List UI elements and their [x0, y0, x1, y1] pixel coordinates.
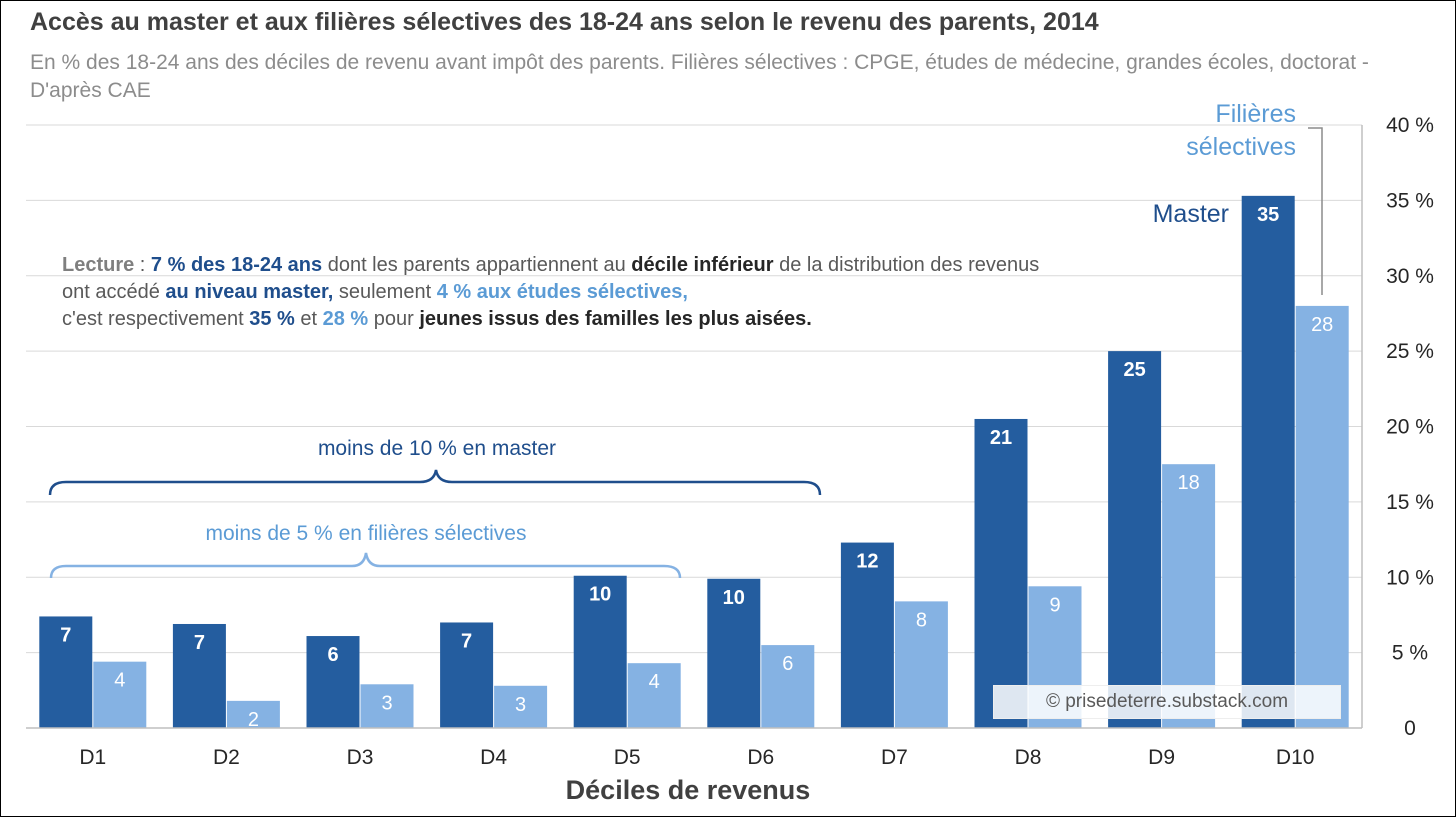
bar-selective-d4: [494, 685, 548, 728]
master-brace: [48, 469, 822, 496]
x-tick-label-d10: D10: [1276, 746, 1315, 769]
y-tick-label: 20 %: [1386, 416, 1434, 439]
bar-selective-d9: [1162, 464, 1216, 728]
x-tick-label-d3: D3: [347, 746, 374, 769]
y-tick-label: 25 %: [1386, 340, 1434, 363]
credit-watermark: © prisedeterre.substack.com: [993, 685, 1341, 719]
label-master-d3: 6: [327, 644, 338, 666]
label-master-d2: 7: [194, 632, 205, 654]
bar-master-d8: [974, 418, 1028, 728]
bar-master-d2: [172, 623, 226, 728]
data-labels: 7 4 7 2 6 3 7 3 10 4 10 6 12 8 21 9 25 18 35 28: [60, 204, 1333, 731]
bar-master-d9: [1108, 351, 1162, 728]
bars: [39, 195, 1349, 729]
label-master-d5: 10: [589, 584, 611, 606]
bar-selective-d10: [1295, 305, 1349, 728]
reading-note: Lecture : 7 % des 18-24 ans dont les par…: [62, 254, 1040, 330]
x-tick-label-d1: D1: [79, 746, 106, 769]
bar-master-d4: [440, 622, 494, 728]
label-master-d10: 35: [1257, 204, 1279, 226]
bar-master-d3: [306, 636, 360, 728]
bar-selective-d6: [761, 645, 815, 728]
y-tick-label: 40 %: [1386, 114, 1434, 137]
x-tick-label-d6: D6: [747, 746, 774, 769]
bar-selective-d3: [360, 684, 414, 728]
label-selective-d6: 6: [782, 653, 793, 675]
label-master-d6: 10: [723, 587, 745, 609]
y-tick-label: 10 %: [1386, 566, 1434, 589]
chart-subtitle: En % des 18-24 ans des déciles de revenu…: [30, 51, 1369, 102]
bar-selective-d7: [894, 601, 948, 728]
label-selective-d9: 18: [1177, 472, 1199, 494]
label-selective-d10: 28: [1311, 314, 1333, 336]
bar-master-d5: [573, 575, 627, 728]
master-brace-label: moins de 10 % en master: [318, 437, 556, 460]
legend-selective-line2: sélectives: [1186, 133, 1296, 161]
bar-selective-d5: [627, 663, 681, 728]
label-selective-d5: 4: [649, 671, 660, 693]
y-tick-label: 0: [1404, 717, 1416, 740]
selective-brace-label: moins de 5 % en filières sélectives: [206, 522, 527, 545]
y-tick-labels: 0 5 % 10 % 15 % 20 % 25 % 30 % 35 % 40 %: [1386, 114, 1434, 740]
axes: [26, 125, 1363, 729]
bar-master-d10: [1241, 195, 1295, 729]
x-tick-label-d4: D4: [480, 746, 507, 769]
bar-master-d7: [840, 542, 894, 728]
label-master-d1: 7: [60, 624, 71, 646]
label-selective-d4: 3: [515, 694, 526, 716]
y-tick-label: 35 %: [1386, 189, 1434, 212]
x-tick-label-d8: D8: [1015, 746, 1042, 769]
label-selective-d3: 3: [381, 692, 392, 714]
x-tick-label-d2: D2: [213, 746, 240, 769]
label-master-d7: 12: [856, 551, 878, 573]
bar-master-d1: [39, 616, 93, 728]
x-tick-label-d9: D9: [1148, 746, 1175, 769]
bar-selective-d2: [226, 700, 280, 728]
label-selective-d8: 9: [1049, 594, 1060, 616]
label-selective-d7: 8: [916, 609, 927, 631]
x-tick-label-d7: D7: [881, 746, 908, 769]
x-tick-labels: D1 D2 D3 D4 D5 D6 D7 D8 D9 D10: [79, 746, 1314, 769]
x-axis-title: Déciles de revenus: [566, 775, 811, 805]
bar-master-d6: [707, 578, 761, 728]
y-tick-label: 5 %: [1392, 642, 1428, 665]
selective-brace: [49, 552, 682, 579]
label-selective-d1: 4: [114, 670, 125, 692]
label-master-d4: 7: [461, 630, 472, 652]
y-tick-label: 30 %: [1386, 265, 1434, 288]
legend-selective-line1: Filières: [1215, 100, 1296, 128]
label-selective-d2: 2: [248, 709, 259, 731]
x-tick-label-d5: D5: [614, 746, 641, 769]
label-master-d8: 21: [990, 427, 1012, 449]
chart-title: Accès au master et aux filières sélectiv…: [30, 8, 1099, 36]
legend-selective-leader: [1308, 127, 1323, 295]
bar-selective-d1: [93, 661, 147, 728]
y-tick-label: 15 %: [1386, 491, 1434, 514]
label-master-d9: 25: [1123, 359, 1145, 381]
legend-master: Master: [1153, 200, 1229, 228]
